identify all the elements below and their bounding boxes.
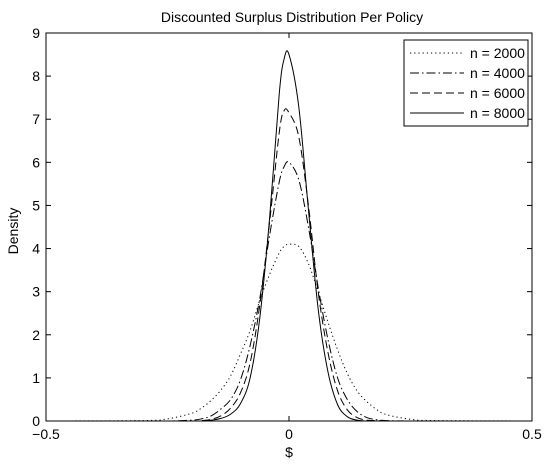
y-tick-label: 9 xyxy=(32,25,40,41)
legend-label: n = 8000 xyxy=(470,105,525,121)
series-line-1 xyxy=(45,243,533,422)
x-axis-label: $ xyxy=(285,444,293,460)
series-line-3 xyxy=(45,108,532,422)
legend-label: n = 2000 xyxy=(470,45,525,61)
legend-label: n = 4000 xyxy=(470,65,525,81)
y-tick-label: 8 xyxy=(32,68,40,84)
y-tick-label: 2 xyxy=(32,327,40,343)
y-tick-label: 7 xyxy=(32,111,40,127)
series-line-2 xyxy=(45,161,532,422)
y-tick-label: 0 xyxy=(32,413,40,429)
y-tick-label: 5 xyxy=(32,197,40,213)
legend-label: n = 6000 xyxy=(470,85,525,101)
x-tick-label: 0.5 xyxy=(522,426,542,442)
legend-box xyxy=(403,39,529,127)
x-tick-label: 0 xyxy=(285,426,293,442)
x-tick-label: −0.5 xyxy=(32,426,60,442)
y-tick-label: 1 xyxy=(32,370,40,386)
legend: n = 2000 n = 4000 n = 6000 n = 8000 xyxy=(403,39,529,127)
series-line-4 xyxy=(45,50,532,422)
y-tick-label: 3 xyxy=(32,284,40,300)
y-tick-label: 6 xyxy=(32,154,40,170)
chart-title: Discounted Surplus Distribution Per Poli… xyxy=(161,9,423,25)
y-tick-label: 4 xyxy=(32,241,40,257)
y-axis-label: Density xyxy=(5,208,21,255)
